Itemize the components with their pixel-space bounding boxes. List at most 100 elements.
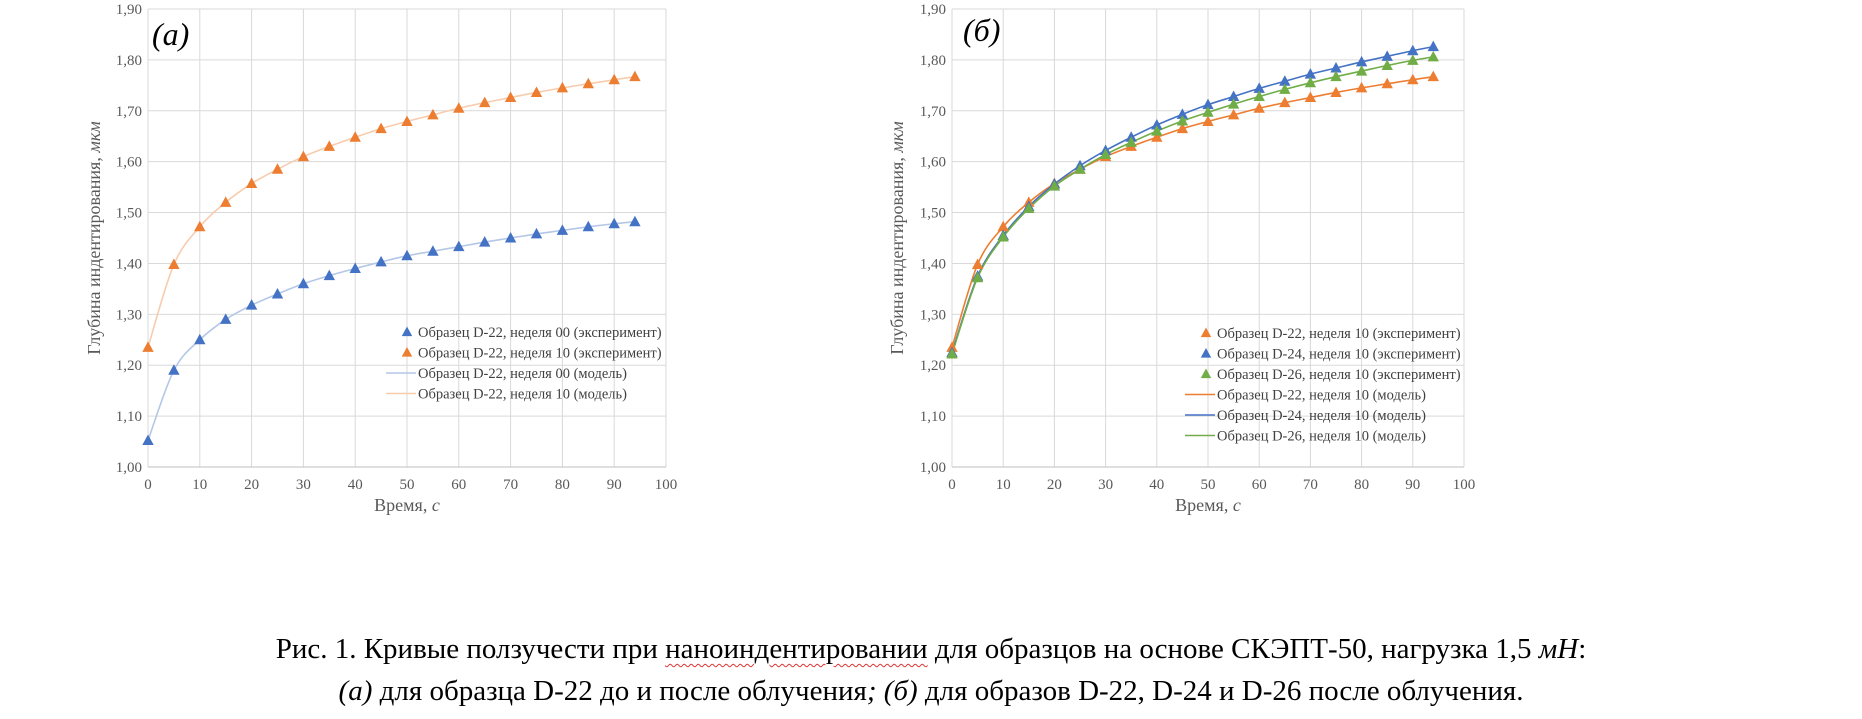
x-tick-label: 30 [1098, 477, 1113, 493]
y-tick-label: 1,70 [920, 104, 946, 120]
data-point-marker [297, 277, 310, 289]
data-point-marker [1407, 54, 1419, 65]
data-point-marker [375, 255, 387, 267]
data-point-marker [1151, 131, 1163, 142]
caption-text: для образов D-22, D-24 и D-26 после облу… [917, 675, 1524, 707]
legend-entry-label: Образец D-22, неделя 10 (эксперимент) [418, 346, 662, 362]
data-point-marker [1427, 50, 1439, 62]
x-tick-label: 70 [1303, 477, 1318, 493]
y-tick-label: 1,60 [116, 155, 142, 171]
caption-text: для образца D-22 до и после облучения [372, 675, 867, 707]
legend-entry-label: Образец D-26, неделя 10 (модель) [1217, 429, 1426, 445]
data-point-marker [971, 258, 984, 269]
data-point-marker [453, 240, 465, 252]
data-point-marker [479, 236, 491, 247]
data-point-marker [1227, 108, 1240, 120]
data-point-marker [1074, 163, 1086, 174]
caption-unit: мН [1538, 633, 1579, 665]
data-point-marker [1279, 75, 1291, 86]
data-point-marker [427, 108, 439, 120]
x-tick-label: 50 [400, 477, 415, 493]
x-tick-label: 60 [1252, 477, 1267, 493]
data-point-marker [1427, 70, 1439, 82]
data-point-marker [1407, 44, 1419, 56]
data-point-marker [608, 217, 620, 229]
data-point-marker [556, 224, 569, 235]
data-point-marker [401, 249, 413, 261]
data-point-marker [1048, 180, 1061, 191]
data-point-marker [220, 196, 232, 207]
data-point-marker [479, 96, 491, 108]
data-point-marker [271, 287, 284, 299]
data-point-marker [194, 333, 206, 345]
x-tick-label: 80 [555, 477, 570, 493]
data-point-marker [1381, 59, 1393, 70]
legend: Образец D-22, неделя 00 (эксперимент) Обр… [386, 325, 662, 403]
y-axis-title: Глубина индентирования, мкм [887, 121, 907, 355]
x-tick-label: 50 [1201, 477, 1216, 493]
x-tick-label: 90 [1405, 477, 1420, 493]
x-tick-label: 10 [192, 477, 207, 493]
data-point-marker [1253, 90, 1265, 102]
data-point-marker [168, 258, 180, 269]
legend-marker [1200, 327, 1212, 338]
caption-text: Рис. 1. Кривые ползучести при [275, 633, 666, 665]
y-tick-label: 1,30 [920, 307, 946, 323]
y-axis-title-unit: мкм [887, 121, 907, 154]
y-tick-label: 1,40 [116, 256, 142, 272]
legend-entry-label: Образец D-26, неделя 10 (эксперимент) [1217, 367, 1461, 383]
data-point-marker [504, 232, 517, 243]
data-point-marker [323, 269, 335, 281]
data-point-marker [971, 271, 984, 283]
data-point-marker [1176, 108, 1189, 119]
y-tick-label: 1,90 [116, 2, 142, 18]
x-tick-label: 40 [1149, 477, 1164, 493]
data-point-marker [1407, 73, 1419, 85]
data-point-marker [1151, 125, 1163, 136]
data-point-marker [401, 115, 413, 126]
caption-line-1: Рис. 1. Кривые ползучести при наноиндент… [0, 628, 1862, 670]
figure-caption: Рис. 1. Кривые ползучести при наноиндент… [0, 628, 1862, 712]
chart-a: 1,00 1,10 1,20 1,30 1,40 1,50 1,60 1,70 1,80 1,90… [84, 2, 677, 515]
data-point-marker [946, 348, 958, 359]
x-tick-label: 20 [244, 477, 259, 493]
x-axis-title: Время, с [1175, 495, 1241, 515]
legend-entry-label: Образец D-24, неделя 10 (эксперимент) [1217, 347, 1461, 363]
data-point-marker [220, 313, 232, 324]
data-point-marker [1427, 40, 1439, 52]
y-tick-label: 1,80 [116, 53, 142, 69]
x-tick-label: 30 [296, 477, 311, 493]
data-point-marker [1381, 77, 1393, 89]
data-point-marker [1023, 202, 1035, 213]
data-point-marker [1304, 68, 1317, 79]
data-point-marker [1202, 98, 1214, 110]
data-point-marker [1330, 62, 1342, 73]
data-point-marker [1253, 102, 1265, 113]
y-tick-label: 1,60 [920, 155, 946, 171]
legend: Образец D-22, неделя 10 (эксперимент) Обр… [1185, 326, 1461, 445]
data-point-marker [1227, 90, 1240, 102]
x-tick-label: 100 [1453, 477, 1476, 493]
y-tick-label: 1,30 [116, 307, 142, 323]
data-point-marker [271, 163, 284, 174]
data-point-marker [1253, 82, 1265, 93]
x-axis-title-unit: с [432, 495, 440, 515]
x-tick-label: 40 [348, 477, 363, 493]
x-axis-title-unit: с [1233, 495, 1241, 515]
data-point-marker [504, 91, 517, 103]
x-tick-label: 0 [144, 477, 152, 493]
data-point-marker [168, 364, 180, 375]
data-point-marker [1355, 81, 1368, 93]
y-tick-label: 1,20 [116, 358, 142, 374]
data-point-marker [349, 131, 361, 142]
x-tick-label: 0 [948, 477, 956, 493]
legend-marker [1200, 348, 1212, 358]
caption-text: : [1578, 633, 1587, 665]
legend-marker [401, 347, 413, 357]
y-tick-label: 1,00 [920, 460, 946, 476]
data-point-marker [629, 70, 641, 82]
y-tick-label: 1,00 [116, 460, 142, 476]
legend-entry-label: Образец D-22, неделя 00 (эксперимент) [418, 325, 662, 341]
caption-panel-b: ; (б) [866, 675, 918, 707]
